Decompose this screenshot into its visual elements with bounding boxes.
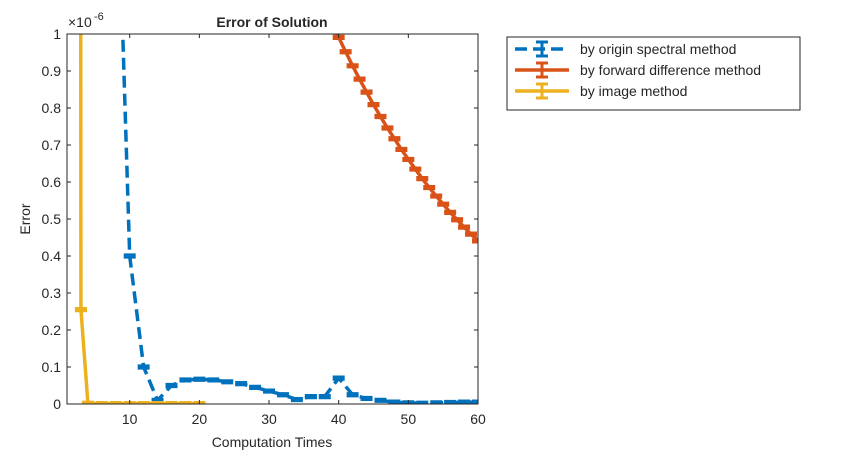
error-bar <box>193 376 206 382</box>
error-bar <box>249 384 262 390</box>
legend-label: by forward difference method <box>580 62 761 78</box>
error-bar <box>367 102 380 108</box>
y-tick-label: 0.5 <box>42 211 62 227</box>
error-bar <box>374 113 387 120</box>
error-bar <box>465 231 478 237</box>
error-bar <box>458 399 471 404</box>
plot-area <box>67 34 478 404</box>
error-bar <box>388 136 401 142</box>
error-bar <box>221 379 234 385</box>
y-tick-label: 0.4 <box>42 248 62 264</box>
error-bar <box>137 364 150 370</box>
y-tick-label: 0.6 <box>42 174 62 190</box>
error-bar <box>123 253 136 259</box>
legend-label: by image method <box>580 83 687 99</box>
y-tick-label: 0.2 <box>42 322 62 338</box>
error-bar <box>444 209 457 215</box>
error-bar <box>360 395 373 402</box>
legend-label: by origin spectral method <box>580 41 736 57</box>
error-bar <box>207 377 220 383</box>
x-tick-label: 40 <box>331 411 347 427</box>
error-bar <box>276 392 289 398</box>
y-axis-label: Error <box>17 203 33 234</box>
error-bar <box>444 399 457 404</box>
error-bar <box>402 156 415 163</box>
error-bar <box>395 146 408 153</box>
x-tick-label: 60 <box>470 411 486 427</box>
error-bar <box>416 176 429 182</box>
error-bar <box>263 388 276 394</box>
error-bar <box>339 49 352 55</box>
error-bar <box>423 184 436 191</box>
x-tick-label: 10 <box>122 411 138 427</box>
error-bar <box>437 201 450 207</box>
series-line <box>120 34 478 404</box>
error-bar <box>74 307 87 313</box>
error-bar <box>81 400 94 404</box>
error-bar <box>332 375 345 381</box>
error-bar <box>165 382 178 389</box>
error-bar <box>290 396 303 403</box>
error-bar <box>346 63 359 69</box>
error-bar <box>374 397 387 403</box>
axes: 10 20 30 40 50 60 0 0.1 0.2 0.3 0.4 0.5 0.6 0.7 0.8 0.9… <box>42 26 486 427</box>
error-bar <box>235 381 248 387</box>
y-tick-label: 0.3 <box>42 285 62 301</box>
y-tick-label: 0 <box>53 396 61 412</box>
y-tick-label: 0.8 <box>42 100 62 116</box>
y-tick-label: 0.7 <box>42 137 62 153</box>
x-tick-label: 20 <box>192 411 208 427</box>
error-bar <box>472 399 478 404</box>
x-tick-label: 50 <box>401 411 417 427</box>
legend-errorbar <box>536 82 548 100</box>
error-bar <box>319 5 331 7</box>
legend: by origin spectral method by forward diff… <box>506 36 801 111</box>
x-axis-label: Computation Times <box>212 434 333 450</box>
error-bar <box>416 400 429 404</box>
legend-errorbar <box>536 61 548 79</box>
error-bar <box>318 393 331 400</box>
error-bar <box>388 399 401 404</box>
error-bar <box>360 89 373 95</box>
error-bar <box>472 238 478 244</box>
legend-errorbar <box>536 40 548 58</box>
plot-layer <box>74 5 478 404</box>
y-tick-label: 1 <box>53 26 61 42</box>
y-exponent: -6 <box>94 11 104 23</box>
error-bar <box>179 377 192 383</box>
y-multiplier: ×10 <box>68 14 92 30</box>
y-tick-label: 0.9 <box>42 63 62 79</box>
error-bar <box>451 217 464 223</box>
error-bar <box>430 193 443 199</box>
error-bar <box>353 76 366 82</box>
x-tick-label: 30 <box>261 411 277 427</box>
error-bar <box>458 224 471 230</box>
y-tick-label: 0.1 <box>42 359 62 375</box>
chart-title: Error of Solution <box>216 14 327 30</box>
error-bar <box>381 125 394 131</box>
error-bar <box>346 392 359 398</box>
error-bar <box>304 393 317 400</box>
error-bar <box>409 166 422 172</box>
